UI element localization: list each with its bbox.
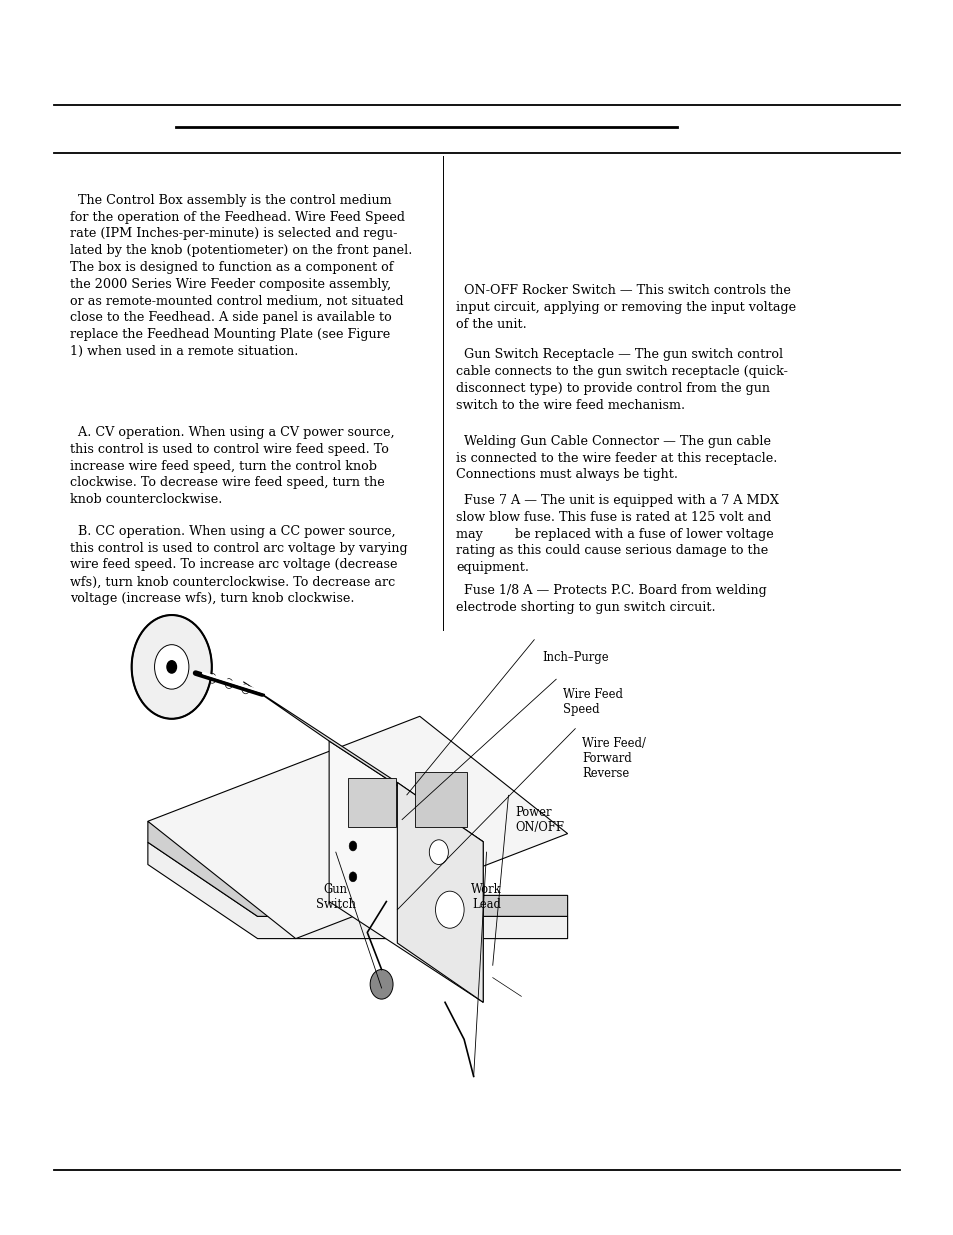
Polygon shape	[348, 778, 395, 827]
Text: Wire Feed/
Forward
Reverse: Wire Feed/ Forward Reverse	[581, 737, 645, 781]
Circle shape	[167, 661, 176, 673]
Text: Wire Feed
Speed: Wire Feed Speed	[562, 688, 622, 716]
Circle shape	[370, 969, 393, 999]
Circle shape	[225, 679, 233, 689]
Polygon shape	[148, 821, 567, 916]
Circle shape	[349, 872, 356, 882]
Text: Welding Gun Cable Connector — The gun cable
is connected to the wire feeder at t: Welding Gun Cable Connector — The gun ca…	[456, 435, 777, 482]
Text: Fuse 1/8 A — Protects P.C. Board from welding
electrode shorting to gun switch c: Fuse 1/8 A — Protects P.C. Board from we…	[456, 584, 766, 614]
Circle shape	[154, 645, 189, 689]
Text: Work
Lead: Work Lead	[471, 883, 501, 911]
Polygon shape	[148, 716, 567, 939]
Text: ON-OFF Rocker Switch — This switch controls the
input circuit, applying or remov: ON-OFF Rocker Switch — This switch contr…	[456, 284, 796, 331]
Circle shape	[435, 892, 463, 929]
Text: Gun Switch Receptacle — The gun switch control
cable connects to the gun switch : Gun Switch Receptacle — The gun switch c…	[456, 348, 787, 411]
Polygon shape	[329, 741, 482, 1003]
Circle shape	[349, 841, 356, 851]
Polygon shape	[243, 682, 482, 842]
Circle shape	[242, 684, 250, 694]
Circle shape	[429, 840, 448, 864]
Text: The Control Box assembly is the control medium
for the operation of the Feedhead: The Control Box assembly is the control …	[70, 194, 412, 358]
Polygon shape	[148, 842, 567, 939]
Polygon shape	[396, 783, 482, 1003]
Text: Fuse 7 A — The unit is equipped with a 7 A MDX
slow blow fuse. This fuse is rate: Fuse 7 A — The unit is equipped with a 7…	[456, 494, 779, 574]
Circle shape	[132, 615, 212, 719]
Text: A. CV operation. When using a CV power source,
this control is used to control w: A. CV operation. When using a CV power s…	[70, 426, 394, 506]
Text: B. CC operation. When using a CC power source,
this control is used to control a: B. CC operation. When using a CC power s…	[70, 525, 407, 605]
Text: Inch–Purge: Inch–Purge	[541, 651, 608, 664]
Polygon shape	[415, 772, 467, 827]
Text: Gun
Switch: Gun Switch	[315, 883, 355, 911]
Circle shape	[208, 673, 216, 683]
Text: Power
ON/OFF: Power ON/OFF	[515, 806, 563, 835]
